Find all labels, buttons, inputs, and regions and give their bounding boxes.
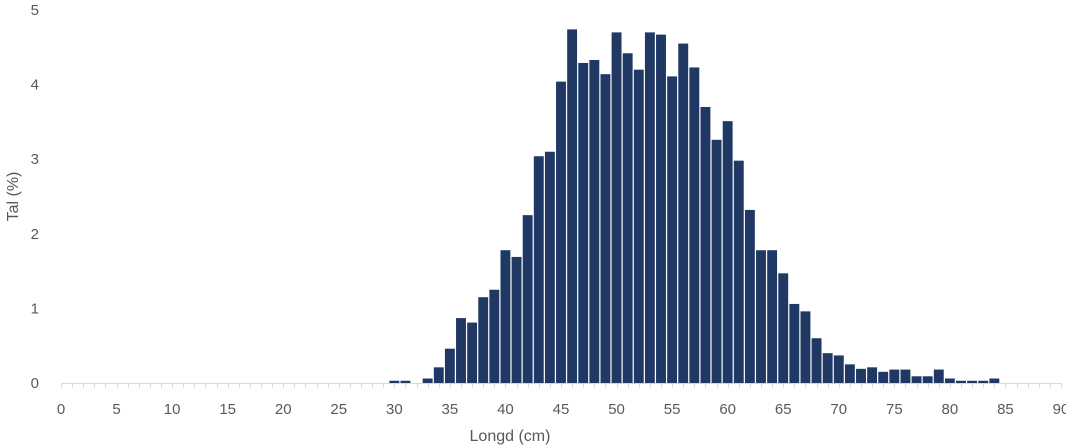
x-axis-minor-ticks bbox=[61, 383, 1062, 388]
y-tick-label: 4 bbox=[31, 77, 39, 94]
bar-62 bbox=[744, 209, 755, 383]
y-tick-label: 2 bbox=[31, 226, 39, 243]
x-tick-label: 45 bbox=[553, 401, 570, 418]
histogram-bars bbox=[389, 29, 1000, 384]
bar-45 bbox=[556, 81, 566, 384]
bar-46 bbox=[567, 29, 578, 384]
bar-55 bbox=[667, 76, 678, 383]
bar-76 bbox=[900, 369, 911, 383]
bar-54 bbox=[656, 34, 666, 384]
x-tick-label: 75 bbox=[886, 401, 903, 418]
x-tick-label: 65 bbox=[775, 401, 792, 418]
bar-35 bbox=[444, 348, 455, 383]
y-axis-tick-labels: 0 1 2 3 4 5 bbox=[31, 2, 39, 392]
bar-63 bbox=[756, 250, 766, 383]
x-tick-label: 15 bbox=[219, 401, 236, 418]
x-axis-title: Longd (cm) bbox=[470, 428, 551, 445]
x-tick-label: 20 bbox=[275, 401, 292, 418]
bar-47 bbox=[578, 62, 589, 383]
bar-56 bbox=[678, 43, 689, 383]
bar-68 bbox=[811, 338, 822, 383]
bar-49 bbox=[600, 74, 611, 383]
bar-83 bbox=[978, 380, 989, 383]
bar-41 bbox=[511, 256, 522, 383]
bar-73 bbox=[867, 367, 878, 383]
bar-72 bbox=[856, 368, 866, 383]
y-axis-title: Tal (%) bbox=[5, 172, 22, 222]
bar-53 bbox=[644, 32, 655, 383]
bar-77 bbox=[911, 376, 922, 383]
x-tick-label: 40 bbox=[497, 401, 514, 418]
bar-31 bbox=[400, 380, 411, 383]
bar-79 bbox=[933, 369, 944, 383]
x-tick-label: 0 bbox=[57, 401, 65, 418]
bar-74 bbox=[878, 371, 889, 383]
x-tick-label: 85 bbox=[997, 401, 1014, 418]
bar-64 bbox=[767, 250, 778, 383]
y-tick-label: 5 bbox=[31, 2, 39, 19]
x-tick-label: 35 bbox=[442, 401, 459, 418]
bar-84 bbox=[989, 378, 1000, 383]
bar-33 bbox=[422, 378, 433, 383]
bar-42 bbox=[522, 215, 533, 383]
x-tick-label: 30 bbox=[386, 401, 403, 418]
x-tick-label: 90 bbox=[1053, 401, 1066, 418]
bar-58 bbox=[700, 106, 711, 383]
bar-57 bbox=[689, 67, 700, 383]
bar-69 bbox=[822, 353, 833, 383]
bar-39 bbox=[489, 289, 500, 383]
x-tick-label: 50 bbox=[608, 401, 625, 418]
x-tick-label: 60 bbox=[719, 401, 736, 418]
x-tick-label: 80 bbox=[942, 401, 959, 418]
bar-40 bbox=[500, 250, 511, 383]
bar-43 bbox=[533, 156, 544, 383]
x-tick-label: 55 bbox=[664, 401, 681, 418]
y-tick-label: 0 bbox=[31, 375, 39, 392]
bar-36 bbox=[456, 318, 466, 383]
bar-44 bbox=[544, 151, 555, 383]
bar-78 bbox=[922, 376, 933, 383]
bar-38 bbox=[478, 297, 489, 383]
bar-59 bbox=[711, 139, 722, 383]
x-tick-label: 70 bbox=[830, 401, 847, 418]
bar-81 bbox=[956, 380, 966, 383]
bar-52 bbox=[633, 69, 644, 384]
bar-71 bbox=[844, 364, 855, 383]
x-tick-label: 25 bbox=[330, 401, 347, 418]
bar-60 bbox=[722, 121, 733, 384]
x-tick-label: 10 bbox=[164, 401, 181, 418]
bar-34 bbox=[433, 367, 444, 383]
bar-50 bbox=[611, 32, 622, 383]
bar-51 bbox=[622, 53, 633, 384]
y-tick-label: 1 bbox=[31, 300, 39, 317]
bar-37 bbox=[467, 322, 478, 383]
bar-70 bbox=[833, 355, 844, 383]
bar-61 bbox=[733, 160, 744, 383]
x-axis-tick-labels: 0 5 10 15 20 25 30 35 40 45 50 55 60 65 70 75 80 85 90 bbox=[57, 401, 1066, 418]
bar-65 bbox=[778, 273, 789, 383]
bar-82 bbox=[967, 380, 978, 383]
bar-75 bbox=[889, 369, 900, 383]
bar-30 bbox=[389, 380, 400, 383]
y-tick-label: 3 bbox=[31, 151, 39, 168]
bar-80 bbox=[944, 378, 955, 383]
x-tick-label: 5 bbox=[112, 401, 120, 418]
bar-48 bbox=[589, 59, 600, 383]
bar-67 bbox=[800, 311, 811, 383]
bar-66 bbox=[789, 303, 800, 383]
